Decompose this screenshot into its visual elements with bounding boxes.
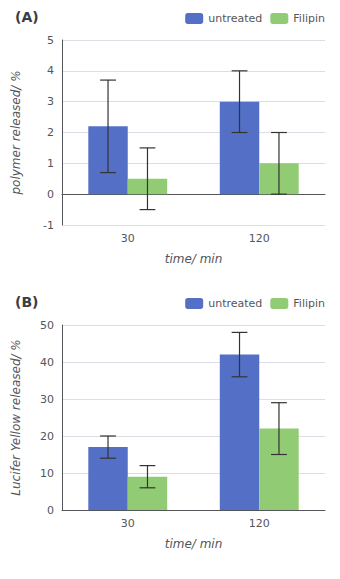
svg-text:untreated: untreated (208, 12, 262, 25)
svg-text:50: 50 (40, 319, 54, 332)
svg-text:120: 120 (249, 232, 270, 245)
svg-text:3: 3 (47, 95, 54, 108)
svg-text:0: 0 (47, 188, 54, 201)
svg-text:0: 0 (47, 504, 54, 517)
svg-text:polymer released/ %: polymer released/ % (9, 70, 23, 195)
svg-text:120: 120 (249, 517, 270, 530)
svg-text:Filipin: Filipin (293, 297, 325, 310)
svg-text:2: 2 (47, 126, 54, 139)
svg-text:30: 30 (121, 517, 135, 530)
svg-text:Filipin: Filipin (293, 12, 325, 25)
svg-text:4: 4 (47, 64, 54, 77)
svg-text:(B): (B) (15, 294, 38, 310)
svg-text:10: 10 (40, 467, 54, 480)
svg-text:30: 30 (40, 393, 54, 406)
svg-text:time/ min: time/ min (165, 537, 223, 551)
svg-text:30: 30 (121, 232, 135, 245)
svg-text:time/ min: time/ min (165, 252, 223, 266)
svg-text:5: 5 (47, 34, 54, 47)
svg-text:(A): (A) (15, 9, 39, 25)
svg-text:untreated: untreated (208, 297, 262, 310)
svg-text:Lucifer Yellow released/ %: Lucifer Yellow released/ % (9, 339, 23, 496)
svg-text:1: 1 (47, 157, 54, 170)
svg-text:40: 40 (40, 356, 54, 369)
svg-text:-1: -1 (43, 219, 54, 232)
svg-text:20: 20 (40, 430, 54, 443)
